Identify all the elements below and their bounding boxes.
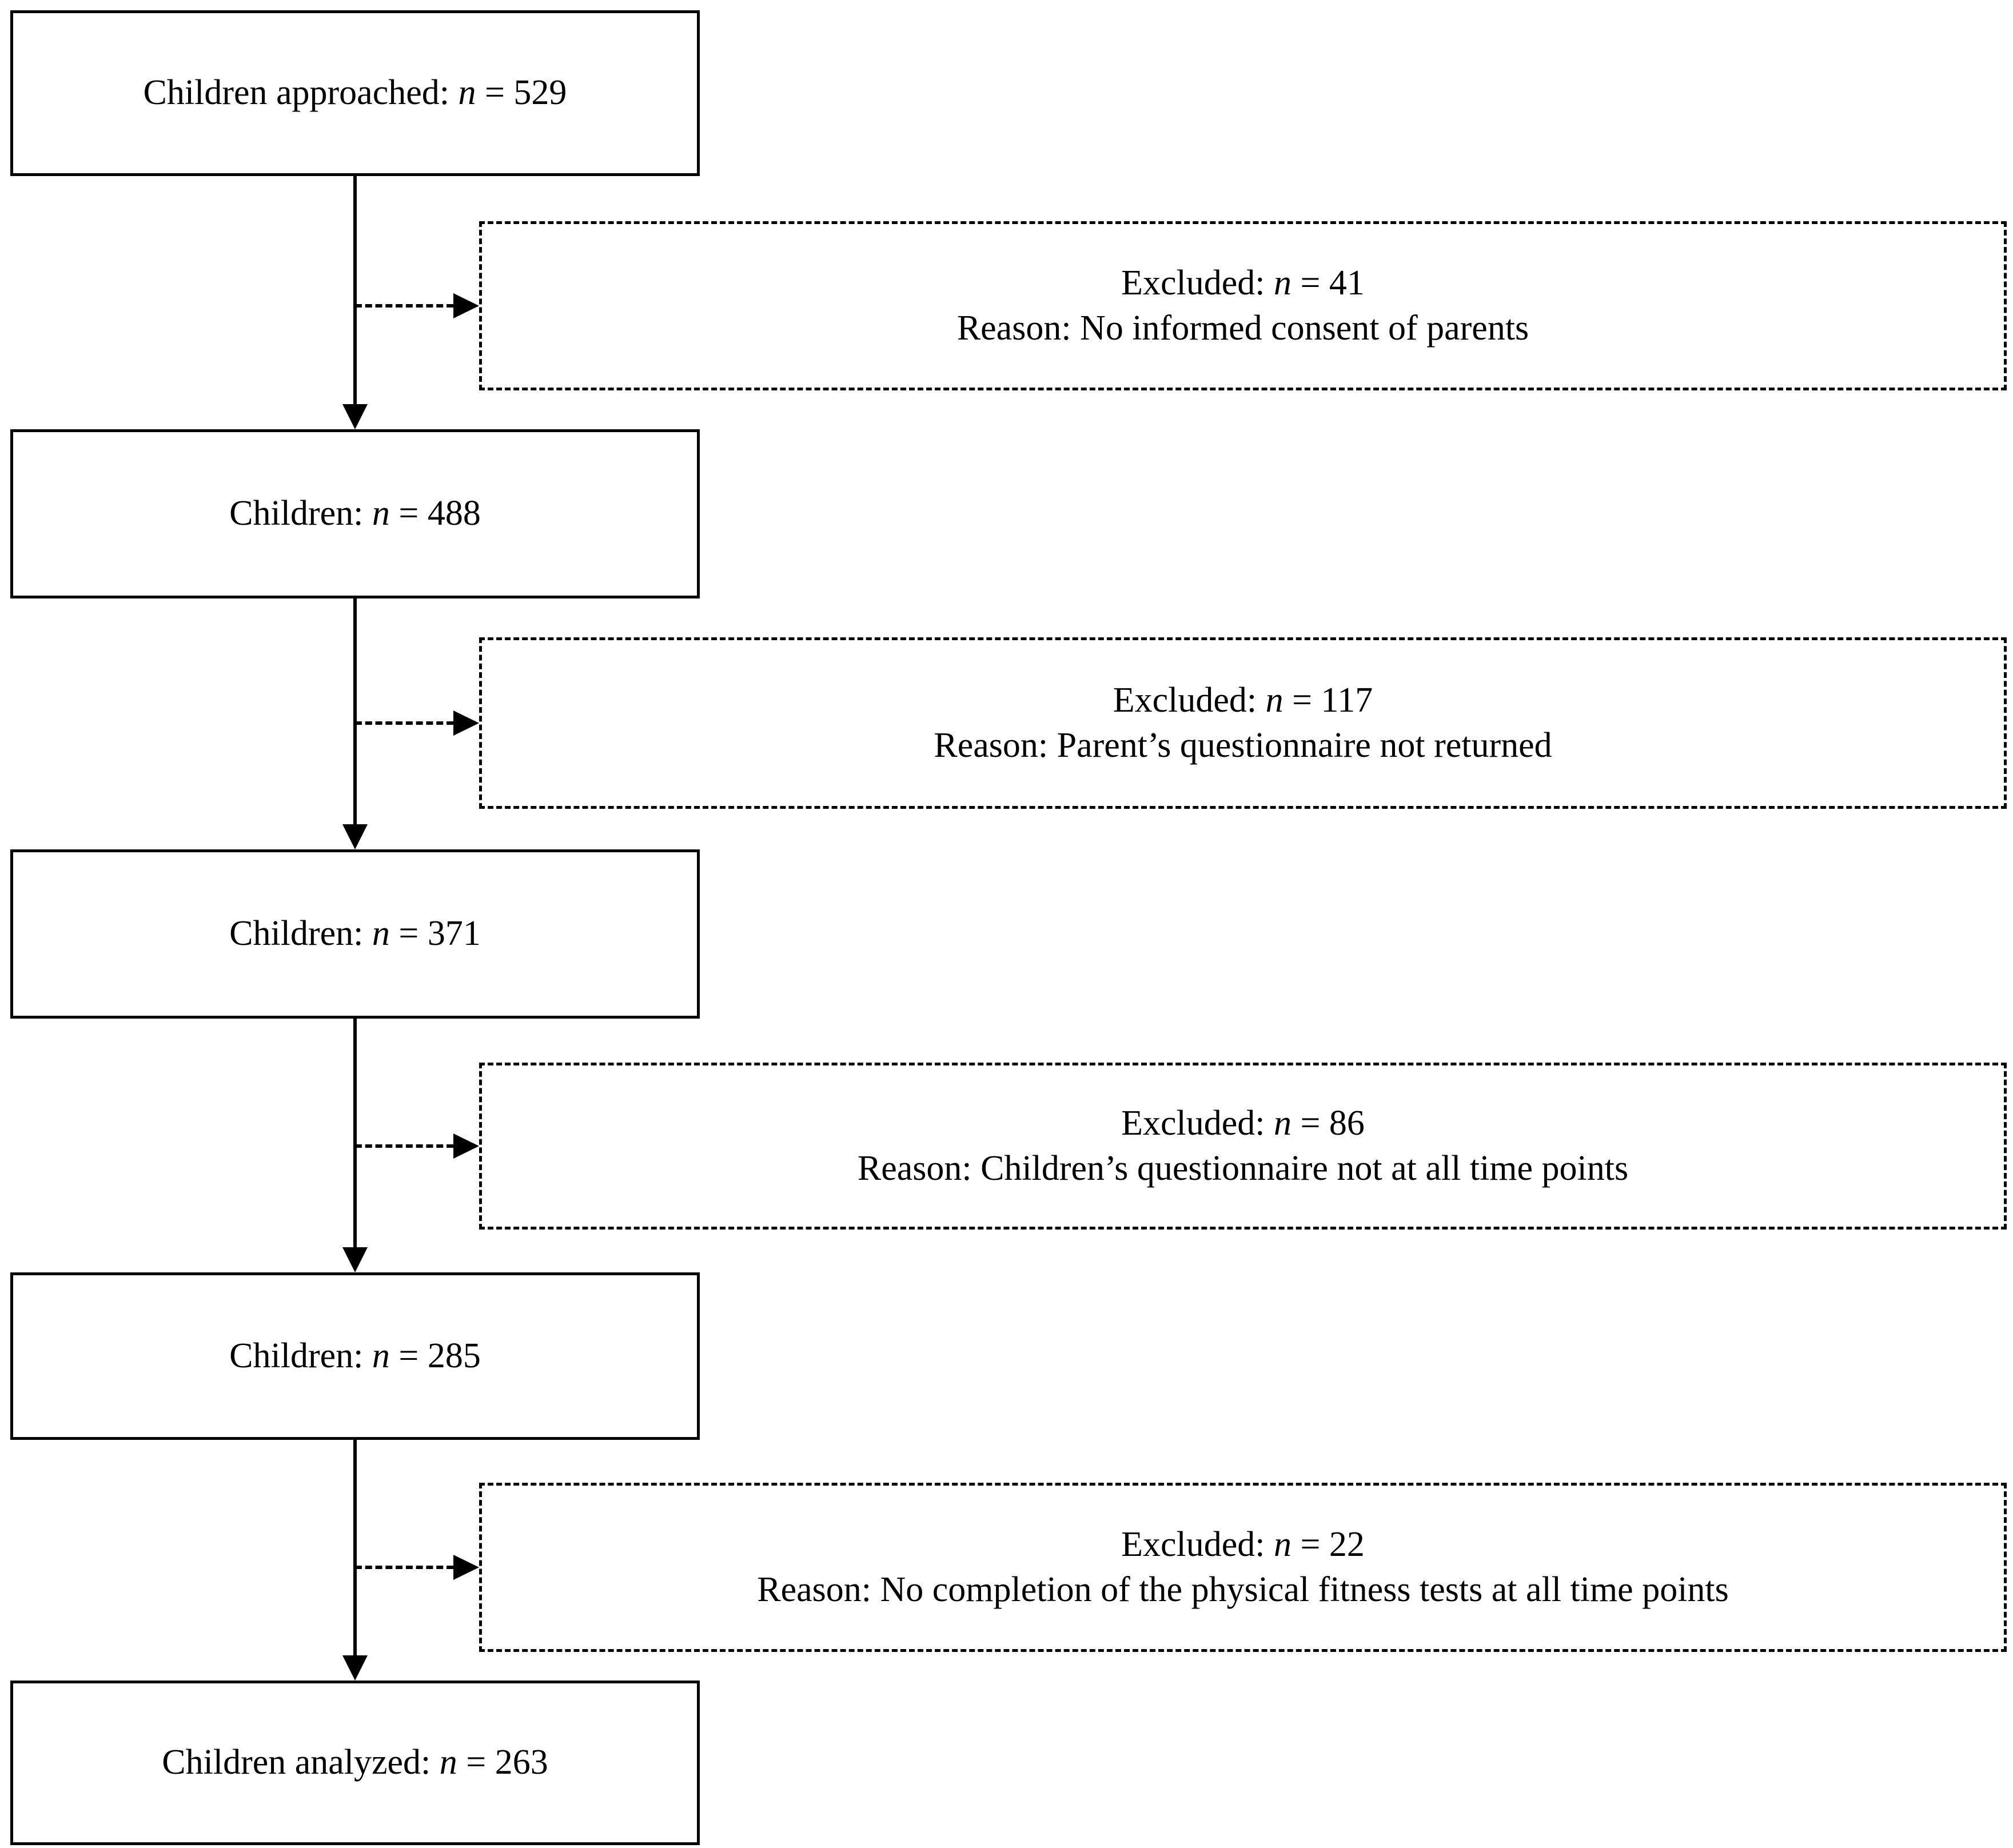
n-symbol: n <box>458 73 476 113</box>
arrow-line-down-2 <box>353 598 357 824</box>
stage-label: Children: n = 285 <box>229 1334 481 1379</box>
arrow-head-down-4-icon <box>342 1655 368 1681</box>
stage-box-children-371: Children: n = 371 <box>10 849 700 1019</box>
stage-text: Children analyzed: <box>162 1743 440 1782</box>
stage-label: Children: n = 488 <box>229 491 481 536</box>
dashed-arrow-head-1-icon <box>453 293 479 318</box>
dashed-arrow-line-2 <box>355 721 453 725</box>
exclusion-reason: Reason: Parent’s questionnaire not retur… <box>934 726 1552 765</box>
dashed-arrow-head-3-icon <box>453 1133 479 1159</box>
arrow-line-down-4 <box>353 1440 357 1655</box>
stage-label: Children approached: n = 529 <box>143 70 567 115</box>
stage-label: Children: n = 371 <box>229 911 481 956</box>
stage-value: = 285 <box>389 1336 481 1375</box>
excluded-text: Excluded: <box>1121 1103 1274 1143</box>
excluded-value: = 41 <box>1291 263 1365 302</box>
excluded-text: Excluded: <box>1121 1524 1274 1564</box>
stage-value: = 488 <box>389 494 481 533</box>
exclusion-count: Excluded: n = 22 <box>1121 1522 1365 1567</box>
excluded-text: Excluded: <box>1113 680 1266 720</box>
stage-box-children-488: Children: n = 488 <box>10 429 700 598</box>
excluded-value: = 22 <box>1291 1524 1365 1564</box>
exclusion-reason: Reason: Children’s questionnaire not at … <box>857 1149 1629 1188</box>
exclusion-reason: Reason: No informed consent of parents <box>956 309 1529 348</box>
n-symbol: n <box>372 494 390 533</box>
dashed-arrow-line-1 <box>355 304 453 308</box>
stage-text: Children approached: <box>143 73 459 113</box>
stage-box-children-analyzed: Children analyzed: n = 263 <box>10 1681 700 1845</box>
exclusion-box-3: Excluded: n = 86 Reason: Children’s ques… <box>479 1063 2007 1230</box>
exclusion-reason: Reason: No completion of the physical fi… <box>757 1570 1729 1609</box>
exclusion-count: Excluded: n = 117 <box>1113 678 1373 723</box>
arrow-head-down-1-icon <box>342 404 368 429</box>
n-symbol: n <box>1273 1103 1291 1143</box>
excluded-value: = 86 <box>1291 1103 1365 1143</box>
dashed-arrow-head-4-icon <box>453 1555 479 1580</box>
stage-label: Children analyzed: n = 263 <box>162 1740 548 1785</box>
exclusion-box-2: Excluded: n = 117 Reason: Parent’s quest… <box>479 637 2007 809</box>
stage-text: Children: <box>229 914 372 953</box>
n-symbol: n <box>1273 1524 1291 1564</box>
stage-text: Children: <box>229 1336 372 1375</box>
stage-box-children-approached: Children approached: n = 529 <box>10 10 700 176</box>
n-symbol: n <box>439 1743 457 1782</box>
excluded-value: = 117 <box>1283 680 1373 720</box>
dashed-arrow-line-4 <box>355 1566 453 1569</box>
stage-text: Children: <box>229 494 372 533</box>
stage-value: = 529 <box>476 73 567 113</box>
excluded-text: Excluded: <box>1121 263 1274 302</box>
arrow-line-down-1 <box>353 176 357 406</box>
n-symbol: n <box>372 1336 390 1375</box>
stage-value: = 371 <box>389 914 481 953</box>
exclusion-box-4: Excluded: n = 22 Reason: No completion o… <box>479 1483 2007 1652</box>
dashed-arrow-head-2-icon <box>453 711 479 736</box>
arrow-head-down-3-icon <box>342 1247 368 1272</box>
n-symbol: n <box>372 914 390 953</box>
dashed-arrow-line-3 <box>355 1144 453 1148</box>
arrow-line-down-3 <box>353 1019 357 1247</box>
exclusion-count: Excluded: n = 86 <box>1121 1101 1365 1146</box>
arrow-head-down-2-icon <box>342 824 368 849</box>
exclusion-count: Excluded: n = 41 <box>1121 261 1365 306</box>
n-symbol: n <box>1265 680 1283 720</box>
stage-value: = 263 <box>457 1743 548 1782</box>
n-symbol: n <box>1273 263 1291 302</box>
exclusion-box-1: Excluded: n = 41 Reason: No informed con… <box>479 221 2007 390</box>
stage-box-children-285: Children: n = 285 <box>10 1272 700 1440</box>
